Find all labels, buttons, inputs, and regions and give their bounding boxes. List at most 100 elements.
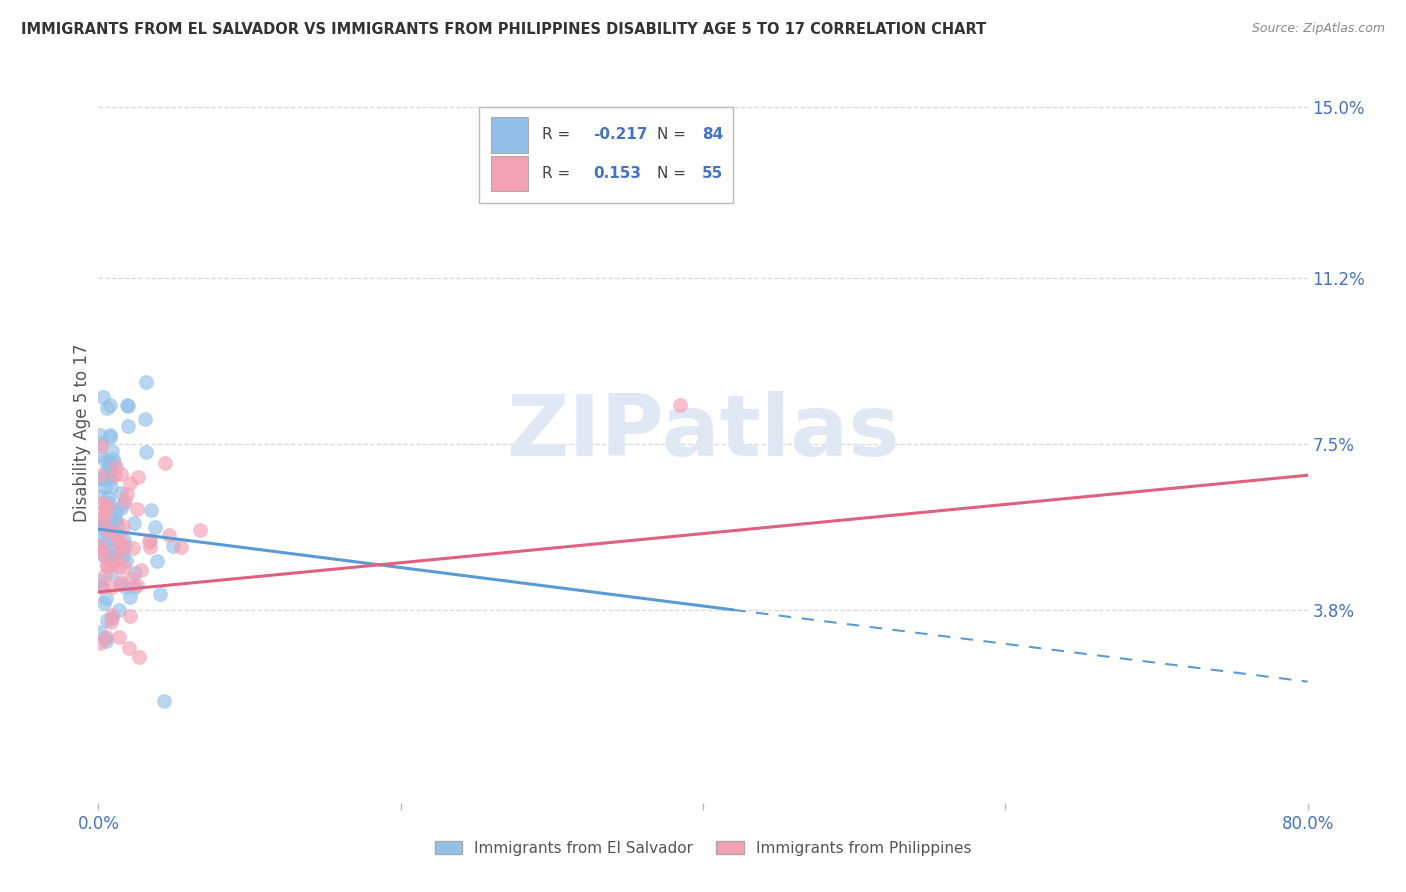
Point	[153, 694, 176, 708]
Point	[112, 533, 135, 548]
Point	[90, 546, 112, 560]
Point	[188, 523, 211, 537]
Point	[100, 525, 122, 540]
Point	[98, 496, 121, 510]
Point	[110, 485, 132, 500]
Point	[134, 411, 156, 425]
Point	[114, 539, 136, 553]
Point	[117, 418, 139, 433]
Point	[104, 468, 127, 483]
Point	[100, 480, 122, 494]
Point	[101, 522, 124, 536]
Point	[129, 563, 152, 577]
Point	[91, 527, 114, 541]
Point	[111, 519, 134, 533]
Point	[108, 630, 131, 644]
Text: IMMIGRANTS FROM EL SALVADOR VS IMMIGRANTS FROM PHILIPPINES DISABILITY AGE 5 TO 1: IMMIGRANTS FROM EL SALVADOR VS IMMIGRANT…	[21, 22, 987, 37]
Point	[120, 608, 142, 623]
Point	[101, 533, 124, 548]
Point	[91, 496, 114, 510]
Point	[100, 505, 122, 519]
Point	[110, 542, 132, 557]
Point	[94, 501, 117, 516]
Point	[112, 549, 135, 563]
Point	[124, 566, 146, 580]
Point	[100, 608, 122, 623]
Point	[122, 541, 145, 556]
Point	[89, 539, 111, 553]
Text: 84: 84	[702, 128, 723, 143]
Text: -0.217: -0.217	[593, 128, 648, 143]
Point	[94, 480, 117, 494]
Point	[114, 554, 136, 568]
Point	[97, 470, 120, 484]
Point	[110, 500, 132, 515]
Point	[139, 503, 162, 517]
Point	[100, 566, 122, 581]
Text: R =: R =	[543, 166, 575, 181]
Legend: Immigrants from El Salvador, Immigrants from Philippines: Immigrants from El Salvador, Immigrants …	[429, 835, 977, 862]
Point	[97, 551, 120, 566]
Point	[101, 443, 124, 458]
Point	[127, 470, 149, 484]
Point	[89, 449, 111, 463]
Point	[100, 611, 122, 625]
Point	[104, 531, 127, 545]
Point	[110, 467, 132, 481]
Point	[96, 491, 118, 505]
Point	[101, 580, 124, 594]
Point	[115, 487, 138, 501]
Point	[97, 468, 120, 483]
Point	[89, 574, 111, 589]
Point	[138, 534, 160, 549]
Point	[114, 580, 136, 594]
Point	[98, 430, 121, 444]
Point	[170, 540, 193, 554]
Point	[135, 376, 157, 390]
Point	[96, 521, 118, 535]
Point	[148, 587, 170, 601]
Point	[91, 580, 114, 594]
Y-axis label: Disability Age 5 to 17: Disability Age 5 to 17	[73, 343, 91, 522]
Point	[103, 514, 125, 528]
Point	[103, 456, 125, 470]
Point	[108, 577, 131, 591]
Text: R =: R =	[543, 128, 575, 143]
Point	[162, 539, 184, 553]
Point	[114, 494, 136, 508]
Point	[90, 439, 112, 453]
Point	[89, 540, 111, 554]
Point	[96, 462, 118, 476]
Point	[89, 428, 111, 442]
Point	[93, 549, 115, 563]
Point	[91, 544, 114, 558]
Text: 0.153: 0.153	[593, 166, 641, 181]
Point	[96, 613, 118, 627]
Point	[120, 591, 142, 605]
Point	[108, 559, 131, 574]
Point	[118, 640, 141, 655]
Point	[127, 502, 149, 516]
Point	[93, 501, 115, 516]
Point	[101, 553, 124, 567]
Point	[100, 548, 122, 562]
Point	[91, 390, 114, 404]
FancyBboxPatch shape	[479, 107, 734, 203]
Text: N =: N =	[657, 128, 690, 143]
Point	[96, 499, 118, 513]
Point	[157, 528, 180, 542]
Point	[101, 452, 124, 467]
Point	[111, 537, 134, 551]
Point	[128, 650, 150, 665]
Point	[100, 471, 122, 485]
Point	[89, 471, 111, 485]
Point	[94, 631, 117, 645]
Point	[117, 399, 139, 413]
Point	[112, 560, 135, 574]
Point	[90, 467, 112, 482]
Text: 55: 55	[702, 166, 723, 181]
Point	[97, 518, 120, 533]
Point	[115, 398, 138, 412]
Point	[118, 475, 141, 490]
Point	[96, 559, 118, 574]
